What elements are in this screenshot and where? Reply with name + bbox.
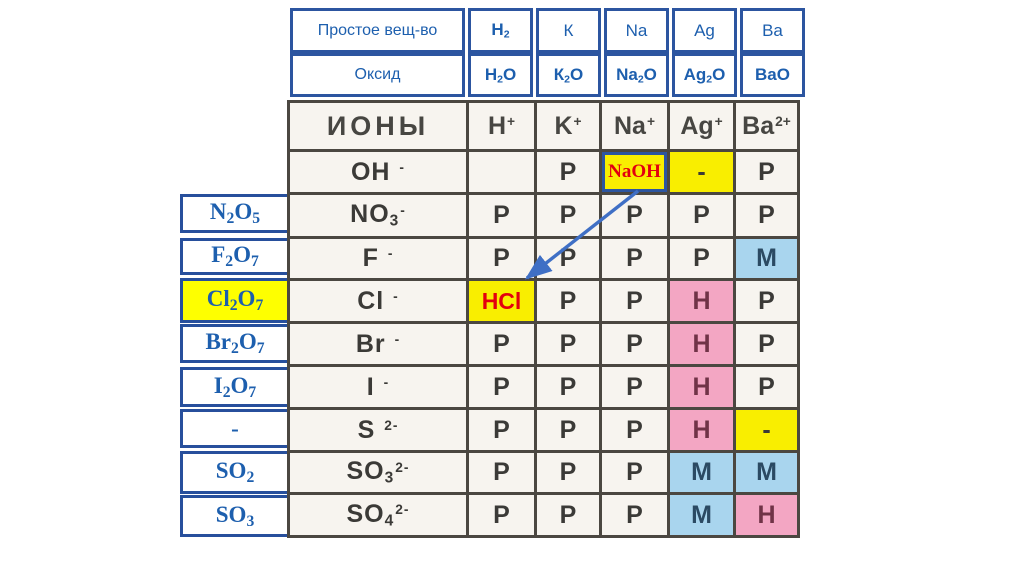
cell-br-k: P: [537, 324, 599, 364]
cell-s-ag: H: [670, 410, 733, 450]
oxide-label-cl2o7: Cl2O7: [180, 278, 290, 323]
cell-so4-h: P: [469, 495, 534, 535]
solubility-table: ИОНЫ H+ K+ Na+ Ag+ Ba2+ OH - P NaOH - P NO3- P P P P P F …: [287, 100, 800, 538]
cell-i-h: P: [469, 367, 534, 407]
ion-row-label-cl: Cl -: [290, 281, 466, 321]
cell-so3-ag: M: [670, 453, 733, 492]
cell-oh-na: NaOH: [602, 152, 667, 192]
oxide-label-so3: SO3: [180, 495, 290, 537]
column-header-ba: Ba2+: [736, 103, 797, 149]
cell-i-ag: H: [670, 367, 733, 407]
column-header-k: K+: [537, 103, 599, 149]
cell-so4-k: P: [537, 495, 599, 535]
cell-oh-k: P: [537, 152, 599, 192]
cell-cl-h: HCl: [469, 281, 534, 321]
cell-so3-na: P: [602, 453, 667, 492]
oxide-label-f2o7: F2O7: [180, 238, 290, 275]
cell-cl-ag: H: [670, 281, 733, 321]
simple-substance-na: Na: [604, 8, 669, 53]
cell-so4-ba: H: [736, 495, 797, 535]
simple-substance-ag: Ag: [672, 8, 737, 53]
oxide-formula-na2o: Na2O: [604, 53, 669, 97]
ion-row-label-so3: SO32-: [290, 453, 466, 492]
cell-no3-k: P: [537, 195, 599, 236]
cell-oh-h: [469, 152, 534, 192]
cell-no3-ag: P: [670, 195, 733, 236]
cell-br-ag: H: [670, 324, 733, 364]
cell-i-na: P: [602, 367, 667, 407]
cell-f-k: P: [537, 239, 599, 278]
header-table: Простое вещ-во H2 К Na Ag Ba Оксид H2O К2O Na2…: [290, 8, 805, 97]
cell-br-h: P: [469, 324, 534, 364]
cell-cl-ba: P: [736, 281, 797, 321]
cell-oh-ag: -: [670, 152, 733, 192]
column-header-h: H+: [469, 103, 534, 149]
cell-f-ag: P: [670, 239, 733, 278]
cell-no3-h: P: [469, 195, 534, 236]
cell-s-ba: -: [736, 410, 797, 450]
cell-s-na: P: [602, 410, 667, 450]
simple-substance-row: Простое вещ-во H2 К Na Ag Ba: [290, 8, 805, 53]
oxide-label-i2o7: I2O7: [180, 367, 290, 407]
cell-so4-ag: M: [670, 495, 733, 535]
cell-i-ba: P: [736, 367, 797, 407]
oxide-label-br2o7: Br2O7: [180, 324, 290, 363]
simple-substance-row-label: Простое вещ-во: [290, 8, 465, 53]
cell-f-ba: M: [736, 239, 797, 278]
cell-so3-ba: M: [736, 453, 797, 492]
cell-oh-ba: P: [736, 152, 797, 192]
cell-cl-k: P: [537, 281, 599, 321]
ions-header-label: ИОНЫ: [290, 103, 466, 149]
cell-f-h: P: [469, 239, 534, 278]
cell-f-na: P: [602, 239, 667, 278]
ion-row-label-so4: SO42-: [290, 495, 466, 535]
simple-substance-ba: Ba: [740, 8, 805, 53]
oxide-formula-k2o: К2O: [536, 53, 601, 97]
column-header-na: Na+: [602, 103, 667, 149]
ion-row-label-br: Br -: [290, 324, 466, 364]
simple-substance-k: К: [536, 8, 601, 53]
oxide-label-so2: SO2: [180, 451, 290, 494]
ion-row-label-s: S 2-: [290, 410, 466, 450]
ion-row-label-i: I -: [290, 367, 466, 407]
simple-substance-h2: H2: [468, 8, 533, 53]
ion-row-label-oh: OH -: [290, 152, 466, 192]
cell-cl-na: P: [602, 281, 667, 321]
cell-so4-na: P: [602, 495, 667, 535]
cell-s-h: P: [469, 410, 534, 450]
oxide-row: Оксид H2O К2O Na2O Ag2O BaO: [290, 53, 805, 97]
cell-so3-h: P: [469, 453, 534, 492]
ion-row-label-no3: NO3-: [290, 195, 466, 236]
oxide-formula-bao: BaO: [740, 53, 805, 97]
oxide-label-n2o5: N2O5: [180, 194, 290, 233]
ion-row-label-f: F -: [290, 239, 466, 278]
oxide-label-dash: -: [180, 409, 290, 448]
cell-br-na: P: [602, 324, 667, 364]
oxide-row-label: Оксид: [290, 53, 465, 97]
cell-no3-ba: P: [736, 195, 797, 236]
cell-no3-na: P: [602, 195, 667, 236]
cell-br-ba: P: [736, 324, 797, 364]
cell-so3-k: P: [537, 453, 599, 492]
column-header-ag: Ag+: [670, 103, 733, 149]
oxide-formula-h2o: H2O: [468, 53, 533, 97]
oxide-formula-ag2o: Ag2O: [672, 53, 737, 97]
cell-s-k: P: [537, 410, 599, 450]
cell-i-k: P: [537, 367, 599, 407]
